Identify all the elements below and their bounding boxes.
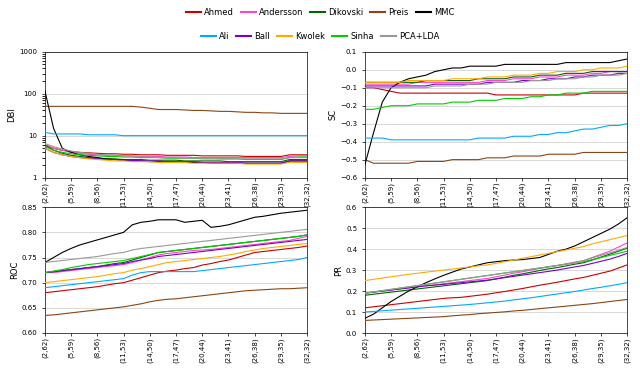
Y-axis label: ROC: ROC bbox=[10, 261, 19, 279]
Y-axis label: SC: SC bbox=[328, 109, 337, 120]
Y-axis label: DBI: DBI bbox=[8, 107, 17, 122]
Title: (a) DBI: (a) DBI bbox=[159, 224, 193, 234]
Title: (b) SC: (b) SC bbox=[481, 224, 511, 234]
Y-axis label: PR: PR bbox=[334, 265, 343, 276]
Legend: Ali, Ball, Kwolek, Sinha, PCA+LDA: Ali, Ball, Kwolek, Sinha, PCA+LDA bbox=[197, 28, 443, 44]
Legend: Ahmed, Andersson, Dikovski, Preis, MMC: Ahmed, Andersson, Dikovski, Preis, MMC bbox=[182, 4, 458, 20]
